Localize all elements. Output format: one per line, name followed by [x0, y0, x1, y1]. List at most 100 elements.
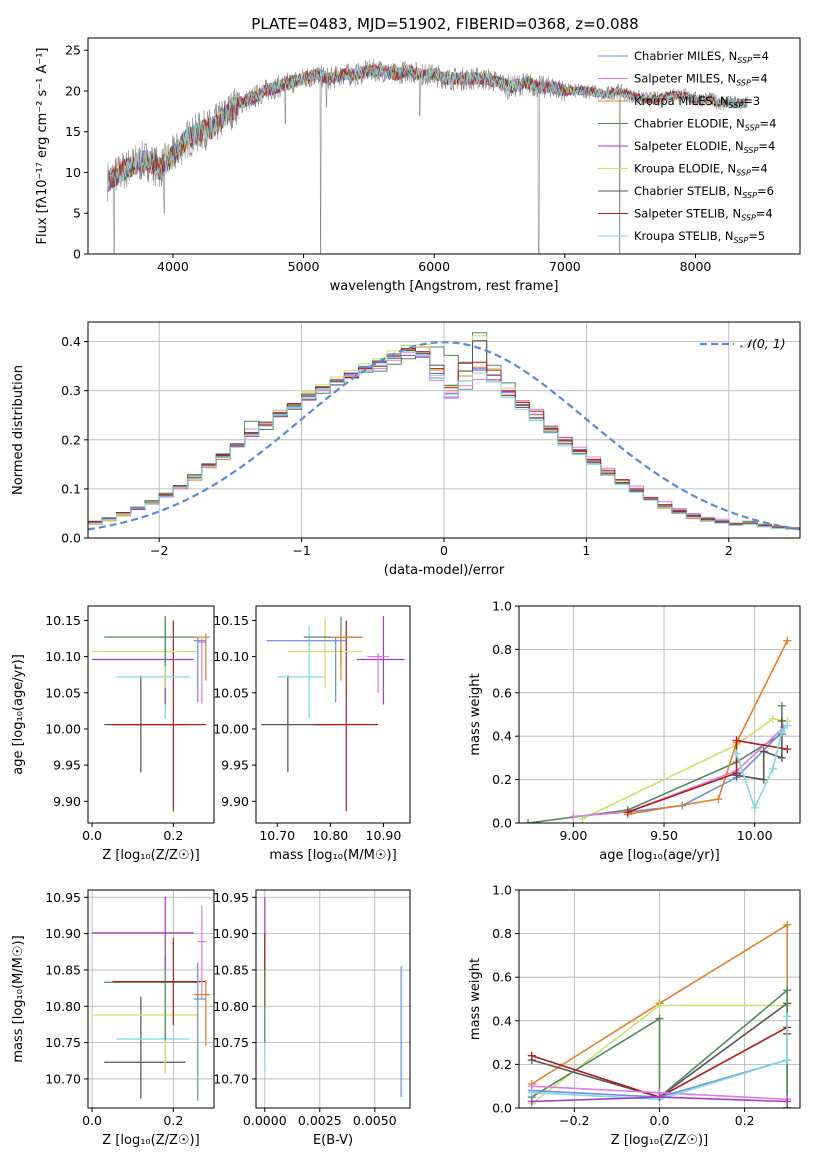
y-tick-label: 5 — [73, 206, 81, 221]
y-tick-label: 10.95 — [45, 890, 81, 905]
y-tick-label: 9.90 — [53, 794, 81, 809]
weight-line-salpeter-miles — [573, 726, 785, 818]
weight-marker — [777, 717, 786, 726]
weight-marker — [783, 721, 792, 730]
x-tick-label: 7000 — [549, 259, 581, 274]
x-tick-label: 0.0025 — [298, 1113, 342, 1128]
weight-marker — [783, 986, 792, 995]
errorbar-point — [92, 896, 194, 970]
legend-subscript: SSP — [745, 124, 760, 133]
weight-marker — [777, 753, 786, 762]
x-tick-label: 0.0 — [650, 1113, 670, 1128]
axes: 4000 5000 6000 7000 8000 0 5 10 15 20 25 wavelength… — [35, 37, 801, 294]
weight-line-kroupa-miles — [627, 640, 789, 816]
panel-age_vs_mass: 10.70 10.80 10.90 9.90 9.95 10.00 10.05 10.10 10… — [213, 605, 411, 863]
grid-lines — [256, 890, 410, 1108]
plot-area — [88, 332, 800, 531]
errorbar-point — [104, 958, 198, 1041]
errorbar-point — [197, 905, 206, 1000]
y-tick-label: 9.95 — [221, 758, 249, 773]
legend-entry: Kroupa ELODIE, NSSP=4 — [634, 162, 768, 178]
weight-marker — [569, 812, 578, 821]
y-tick-label: 0.3 — [61, 383, 81, 398]
weight-marker — [732, 749, 741, 758]
y-tick-label: 20 — [65, 83, 81, 98]
y-tick-label: 10.90 — [213, 926, 249, 941]
y-tick-label: 10.10 — [45, 649, 81, 664]
y-tick-label: 10.85 — [213, 962, 249, 977]
x-tick-label: 8000 — [680, 259, 712, 274]
legend-entry: Chabrier MILES, NSSP=4 — [634, 49, 769, 65]
x-tick-label: 0.2 — [163, 1113, 183, 1128]
x-tick-label: 0 — [440, 543, 448, 558]
axes: −2 −1 0 1 2 0.0 0.1 0.2 0.3 0.4 (data-model)/error… — [11, 321, 801, 578]
errorbar-point — [92, 616, 194, 705]
x-tick-label: 4000 — [157, 259, 189, 274]
legend-entry: 𝒩(0, 1) — [740, 336, 786, 351]
y-tick-label: 15 — [65, 124, 81, 139]
legend-ssp-count: =4 — [752, 49, 769, 63]
axes-frame — [255, 889, 411, 1109]
errorbar-point — [104, 996, 186, 1099]
x-tick-label: 10.70 — [259, 828, 295, 843]
axes: 10.70 10.80 10.90 9.90 9.95 10.00 10.05 10.10 10… — [213, 605, 411, 863]
weight-line-kroupa-stelib — [531, 1016, 788, 1101]
weight-marker — [732, 736, 741, 745]
errorbar-point — [92, 964, 198, 1074]
legend-ssp-count: =4 — [751, 162, 768, 176]
plot-area — [524, 636, 792, 823]
legend-ssp-count: =3 — [743, 94, 760, 108]
panel-age_vs_Z: 0.0 0.2 9.90 9.95 10.00 10.05 10.10 10.15 Z [log… — [11, 605, 215, 863]
grid-lines — [88, 890, 214, 1108]
y-axis-label: age [log₁₀(age/yr)] — [11, 654, 26, 775]
weight-marker — [768, 714, 777, 723]
plot-area — [264, 897, 402, 1098]
legend-ssp-count: =4 — [751, 72, 768, 86]
legend-subscript: SSP — [742, 191, 757, 200]
x-tick-label: 0.0 — [82, 1113, 102, 1128]
weight-marker — [783, 920, 792, 929]
weight-marker — [527, 1088, 536, 1097]
x-axis-label: E(B-V) — [313, 1133, 353, 1148]
weight-marker — [655, 1014, 664, 1023]
panel-weight_vs_Z: −0.2 0.0 0.2 0.0 0.2 0.4 0.6 0.8 1.0 Z [log₁₀(Z/Z… — [468, 883, 801, 1148]
y-axis-label: mass [log₁₀(M/M☉)] — [11, 935, 26, 1062]
errorbar-point — [193, 637, 206, 703]
y-tick-label: 10.80 — [213, 999, 249, 1014]
y-axis-label: mass weight — [468, 673, 483, 755]
y-tick-label: 25 — [65, 43, 81, 58]
y-tick-label: 0.6 — [492, 970, 512, 985]
axes: 0.0 0.2 9.90 9.95 10.00 10.05 10.10 10.15 Z [log… — [11, 605, 215, 863]
weight-marker — [655, 1001, 664, 1010]
x-axis-label: wavelength [Angstrom, rest frame] — [330, 279, 559, 294]
y-tick-label: 0.8 — [492, 926, 512, 941]
errorbar-point — [197, 638, 206, 704]
y-axis-label: mass weight — [468, 958, 483, 1040]
y-tick-label: 0.0 — [492, 1101, 512, 1116]
weight-marker — [783, 1097, 792, 1106]
errorbar-point — [266, 637, 347, 703]
weight-marker — [759, 747, 768, 756]
errorbar-point — [112, 620, 206, 812]
errorbar-point — [193, 633, 210, 681]
panel-mass_vs_Z: 0.0 0.2 10.70 10.75 10.80 10.85 10.90 10.95 Z [l… — [11, 889, 215, 1148]
x-tick-label: 9.00 — [559, 828, 587, 843]
axes-frame — [87, 889, 215, 1109]
y-tick-label: 0.4 — [492, 1013, 512, 1028]
errorbar-point — [314, 620, 379, 812]
x-tick-label: 0.0050 — [353, 1113, 397, 1128]
y-tick-label: 0.4 — [492, 729, 512, 744]
y-tick-label: 0.4 — [61, 334, 81, 349]
legend-subscript: SSP — [737, 56, 752, 65]
y-tick-label: 10.70 — [213, 1071, 249, 1086]
y-tick-label: 10.05 — [45, 685, 81, 700]
x-axis-label: (data-model)/error — [384, 563, 505, 578]
y-tick-label: 1.0 — [492, 599, 512, 614]
weight-marker — [777, 727, 786, 736]
y-tick-label: 10 — [65, 165, 81, 180]
errorbar-point — [104, 616, 198, 667]
x-tick-label: 10.80 — [312, 828, 348, 843]
errorbar-point — [303, 616, 363, 667]
y-axis-label: Flux [fλ10⁻¹⁷ erg cm⁻² s⁻¹ A⁻¹] — [35, 48, 50, 245]
y-tick-label: 0.0 — [61, 531, 81, 546]
